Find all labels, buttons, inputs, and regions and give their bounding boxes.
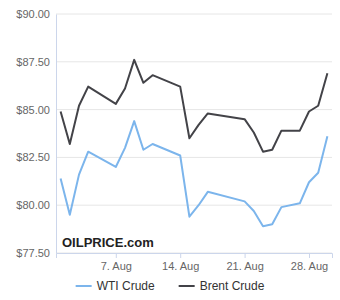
x-tick-mark [245,253,246,258]
series-group [61,60,328,226]
y-tick: $77.50 [16,247,56,259]
grid [56,14,332,253]
x-tick: 14. Aug [162,253,199,272]
y-tick: $82.50 [16,151,56,163]
legend-label: WTI Crude [97,279,155,293]
x-tick-mark [116,253,117,258]
chart: $77.50 $80.00 $82.50 $85.00 $87.50 $90.00 7. A… [0,0,340,300]
y-axis-line [56,15,57,254]
x-axis: 7. Aug 14. Aug 21. Aug 28. Aug [57,253,333,272]
legend-item[interactable]: Brent Crude [179,279,265,293]
x-tick: 28. Aug [291,253,328,272]
plot: $77.50 $80.00 $82.50 $85.00 $87.50 $90.00 7. A… [16,8,332,272]
legend-swatch [179,285,195,287]
x-tick-label: 21. Aug [226,260,263,272]
y-tick: $87.50 [16,56,56,68]
series-line [61,121,328,226]
legend-item[interactable]: WTI Crude [76,279,155,293]
legend: WTI Crude Brent Crude [76,279,265,293]
y-tick-label: $82.50 [16,151,50,163]
x-tick-label: 28. Aug [291,260,328,272]
y-tick: $85.00 [16,104,56,116]
y-tick-label: $90.00 [16,8,50,20]
y-tick-label: $85.00 [16,104,50,116]
series-line [61,60,328,152]
logo-text: OILPRICE.com [62,235,154,250]
y-tick-label: $80.00 [16,199,50,211]
legend-swatch [76,285,92,287]
x-tick-label: 7. Aug [101,260,132,272]
y-tick-label: $77.50 [16,247,50,259]
x-tick: 7. Aug [101,253,132,272]
x-tick-mark [309,253,310,258]
grid-line [56,61,332,62]
y-axis: $77.50 $80.00 $82.50 $85.00 $87.50 $90.00 [16,8,56,259]
x-tick: 21. Aug [226,253,263,272]
legend-label: Brent Crude [200,279,265,293]
grid-line [56,14,332,15]
y-tick: $80.00 [16,199,56,211]
x-tick-mark [180,253,181,258]
x-tick-label: 14. Aug [162,260,199,272]
y-tick: $90.00 [16,8,56,20]
x-axis-line [57,254,333,259]
grid-line [56,109,332,110]
y-tick-label: $87.50 [16,56,50,68]
